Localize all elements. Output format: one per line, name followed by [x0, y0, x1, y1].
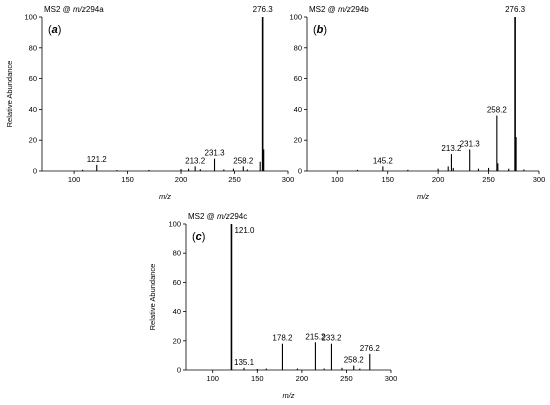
x-axis-title: m/z: [417, 192, 429, 201]
y-tick-label: 40: [29, 105, 37, 114]
peak-label: 121.0: [234, 226, 255, 235]
x-tick-label: 300: [282, 175, 295, 184]
y-tick-label: 40: [173, 307, 181, 316]
peak-label: 135.1: [234, 358, 255, 367]
peak-label: 213.2: [185, 156, 206, 165]
peak-label: 145.2: [373, 156, 394, 165]
peak-label: 276.2: [360, 344, 381, 353]
y-tick-label: 100: [24, 13, 37, 22]
y-tick-label: 100: [289, 13, 302, 22]
y-tick-label: 40: [294, 105, 302, 114]
x-tick-label: 250: [482, 175, 495, 184]
y-tick-label: 60: [173, 278, 181, 287]
y-tick-label: 80: [294, 43, 302, 52]
y-axis-title: Relative Abundance: [5, 61, 14, 128]
y-tick-label: 60: [29, 74, 37, 83]
y-tick-label: 20: [29, 136, 37, 145]
panel-letter: (a): [48, 24, 61, 36]
x-tick-label: 300: [385, 374, 398, 383]
x-tick-label: 150: [251, 374, 264, 383]
x-tick-label: 200: [296, 374, 309, 383]
x-tick-label: 100: [331, 175, 344, 184]
x-tick-label: 100: [68, 175, 81, 184]
peak-label: 233.2: [321, 334, 342, 343]
peak-label: 258.2: [233, 156, 254, 165]
peak-label: 276.3: [253, 5, 274, 14]
y-tick-label: 0: [33, 167, 37, 176]
panel-title: MS2 @ m/z294a: [44, 5, 104, 14]
peak-label: 213.2: [441, 144, 462, 153]
peak-label: 215.2: [305, 332, 326, 341]
panel-title: MS2 @ m/z294c: [188, 212, 247, 221]
y-axis-title: Relative Abundance: [148, 264, 157, 331]
x-tick-label: 200: [175, 175, 188, 184]
y-tick-label: 80: [29, 43, 37, 52]
x-tick-label: 100: [206, 374, 219, 383]
x-tick-label: 250: [340, 374, 353, 383]
y-tick-label: 20: [173, 336, 181, 345]
x-tick-label: 150: [121, 175, 134, 184]
y-tick-label: 80: [173, 249, 181, 258]
peak-label: 258.2: [487, 106, 508, 115]
panel-letter: (c): [192, 231, 205, 243]
x-axis-title: m/z: [159, 192, 171, 201]
y-tick-label: 20: [294, 136, 302, 145]
y-tick-label: 0: [298, 167, 302, 176]
y-tick-label: 60: [294, 74, 302, 83]
x-axis-title: m/z: [282, 391, 294, 400]
peak-label: 231.3: [460, 139, 481, 148]
x-tick-label: 300: [533, 175, 546, 184]
peak-label: 178.2: [272, 334, 293, 343]
panel-title: MS2 @ m/z294b: [309, 5, 369, 14]
y-tick-label: 100: [168, 220, 181, 229]
panel-letter: (b): [313, 24, 327, 36]
x-tick-label: 200: [432, 175, 445, 184]
y-tick-label: 0: [177, 366, 181, 375]
panel-b: MS2 @ m/z294b (b) 0 20 40 60 80 100 100 150 200 250…: [289, 5, 545, 201]
panel-a: MS2 @ m/z294a (a) 0 20 40 60 80 100 100 150 200 250…: [5, 5, 294, 201]
x-tick-label: 250: [228, 175, 241, 184]
peak-label: 121.2: [87, 155, 108, 164]
peak-label: 276.3: [505, 5, 526, 14]
panel-c: MS2 @ m/z294c (c) 0 20 40 60 80 100 100 150 200 250…: [148, 212, 397, 400]
peak-label: 258.2: [344, 356, 365, 365]
x-tick-label: 150: [381, 175, 394, 184]
peak-label: 231.3: [205, 149, 226, 158]
